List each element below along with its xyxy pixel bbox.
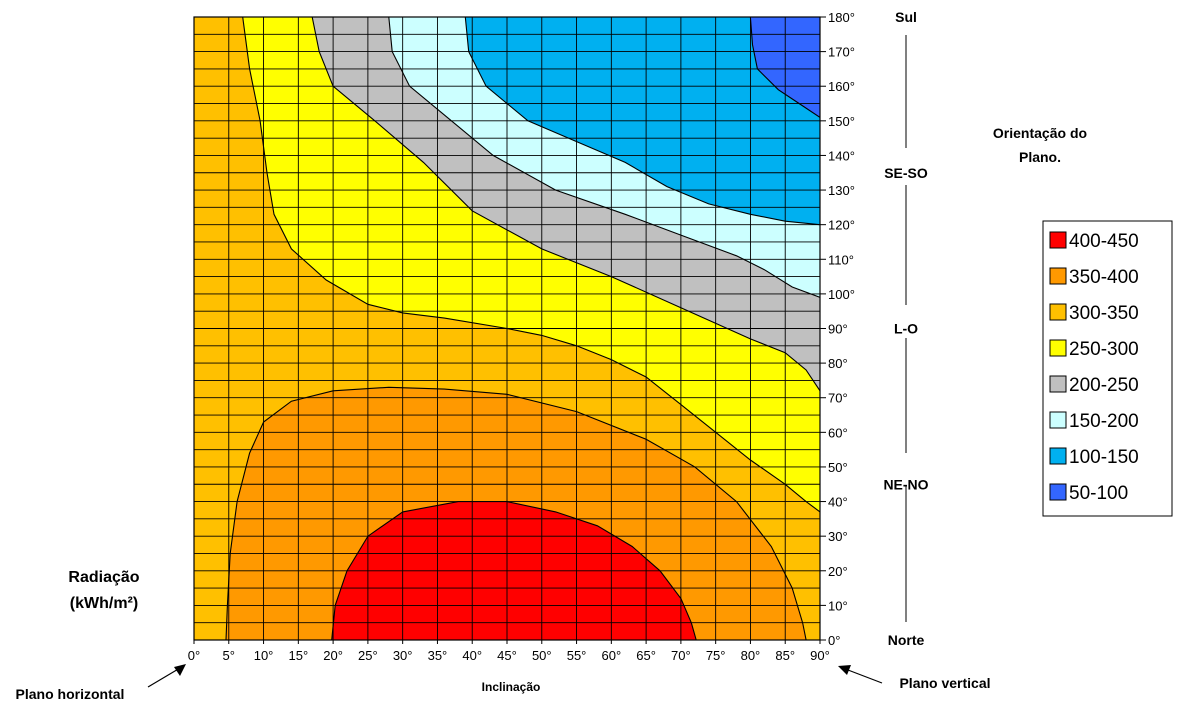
x-tick-label: 55° [567, 648, 587, 663]
orientation-label-se-so: SE-SO [884, 165, 928, 181]
x-tick-label: 80° [741, 648, 761, 663]
legend-swatch [1049, 447, 1067, 465]
contour-line-300 [242, 17, 820, 513]
legend-label: 200-250 [1069, 375, 1139, 396]
legend-swatch [1049, 267, 1067, 285]
orientation-label-l-o: L-O [894, 321, 918, 337]
x-tick-label: 25° [358, 648, 378, 663]
x-axis-label: Inclinação [482, 680, 541, 694]
x-tick-label: 10° [254, 648, 274, 663]
x-tick-label: 90° [810, 648, 830, 663]
orientation-label-norte: Norte [888, 632, 925, 648]
legend-box [1042, 220, 1173, 517]
x-tick-label: 75° [706, 648, 726, 663]
x-tick-label: 70° [671, 648, 691, 663]
y-tick-label: 140° [828, 148, 855, 163]
x-tick-label: 30° [393, 648, 413, 663]
y-tick-label: 150° [828, 114, 855, 129]
y-tick-label: 30° [828, 529, 848, 544]
x-tick-label: 60° [601, 648, 621, 663]
annotation-labels: Radiação (kWh/m²) Plano horizontal Plano ve… [16, 9, 1088, 702]
y-tick-label: 110° [828, 252, 854, 267]
legend-label: 100-150 [1069, 447, 1139, 468]
x-tick-label: 0° [188, 648, 200, 663]
contour-lines [225, 17, 820, 640]
x-tick-label: 65° [636, 648, 656, 663]
y-tick-label: 130° [828, 183, 855, 198]
legend: 400-450 350-400 300-350 250-300 200-250 150-2… [1042, 220, 1173, 517]
x-tick-label: 35° [428, 648, 448, 663]
y-tick-label: 80° [828, 356, 848, 371]
contour-line-100 [749, 17, 820, 118]
x-tick-label: 5° [223, 648, 235, 663]
contour-line-400 [331, 501, 697, 640]
y-tick-label: 70° [828, 391, 848, 406]
contour-line-350 [225, 386, 807, 640]
grid-lines [194, 17, 820, 640]
y-tick-label: 0° [828, 633, 840, 648]
y-tick-label: 10° [828, 598, 848, 613]
contour-line-200 [388, 17, 820, 298]
plano-vertical-label: Plano vertical [899, 675, 990, 691]
y-tick-label: 40° [828, 495, 848, 510]
y-tick-label: 100° [828, 287, 855, 302]
plano-horizontal-arrow-head [174, 664, 186, 676]
legend-label: 150-200 [1069, 411, 1139, 432]
x-tick-label: 40° [462, 648, 482, 663]
legend-label: 350-400 [1069, 267, 1139, 288]
plano-horizontal-arrow-line [147, 667, 181, 688]
y-tick-label: 20° [828, 564, 848, 579]
legend-label: 300-350 [1069, 303, 1139, 324]
axes: 0° 5° 10° 15° 20° 25° 30° 35° 40° 45° 50° 55° 60° 65°… [188, 10, 855, 694]
orientation-label-ne-no: NE-NO [883, 476, 928, 492]
legend-swatch [1049, 231, 1067, 249]
x-tick-label: 85° [775, 648, 795, 663]
legend-swatch [1049, 339, 1067, 357]
plano-horizontal-label: Plano horizontal [16, 686, 125, 702]
y-tick-label: 60° [828, 425, 848, 440]
y-tick-label: 170° [828, 45, 855, 60]
legend-label: 50-100 [1069, 483, 1128, 504]
orientation-title: Orientação do [993, 125, 1087, 141]
x-tick-label: 45° [497, 648, 517, 663]
legend-swatch [1049, 375, 1067, 393]
legend-swatch [1049, 483, 1067, 501]
x-tick-label: 50° [532, 648, 552, 663]
legend-swatch [1049, 411, 1067, 429]
y-tick-label: 50° [828, 460, 848, 475]
x-tick-label: 15° [288, 648, 308, 663]
radiation-label: Radiação [68, 569, 139, 586]
orientation-label-sul: Sul [895, 9, 917, 25]
legend-swatch [1049, 303, 1067, 321]
contour-line-250 [311, 17, 820, 392]
y-tick-label: 90° [828, 322, 848, 337]
legend-label: 400-450 [1069, 231, 1139, 252]
radiation-unit-label: (kWh/m²) [70, 595, 138, 612]
y-tick-label: 180° [828, 10, 855, 25]
y-tick-label: 120° [828, 218, 855, 233]
x-tick-label: 20° [323, 648, 343, 663]
contour-line-150 [464, 17, 820, 226]
orientation-title-2: Plano. [1019, 149, 1061, 165]
plano-vertical-arrow-line [847, 669, 883, 684]
legend-label: 250-300 [1069, 339, 1139, 360]
y-tick-label: 160° [828, 79, 855, 94]
plano-vertical-arrow-head [838, 665, 851, 675]
